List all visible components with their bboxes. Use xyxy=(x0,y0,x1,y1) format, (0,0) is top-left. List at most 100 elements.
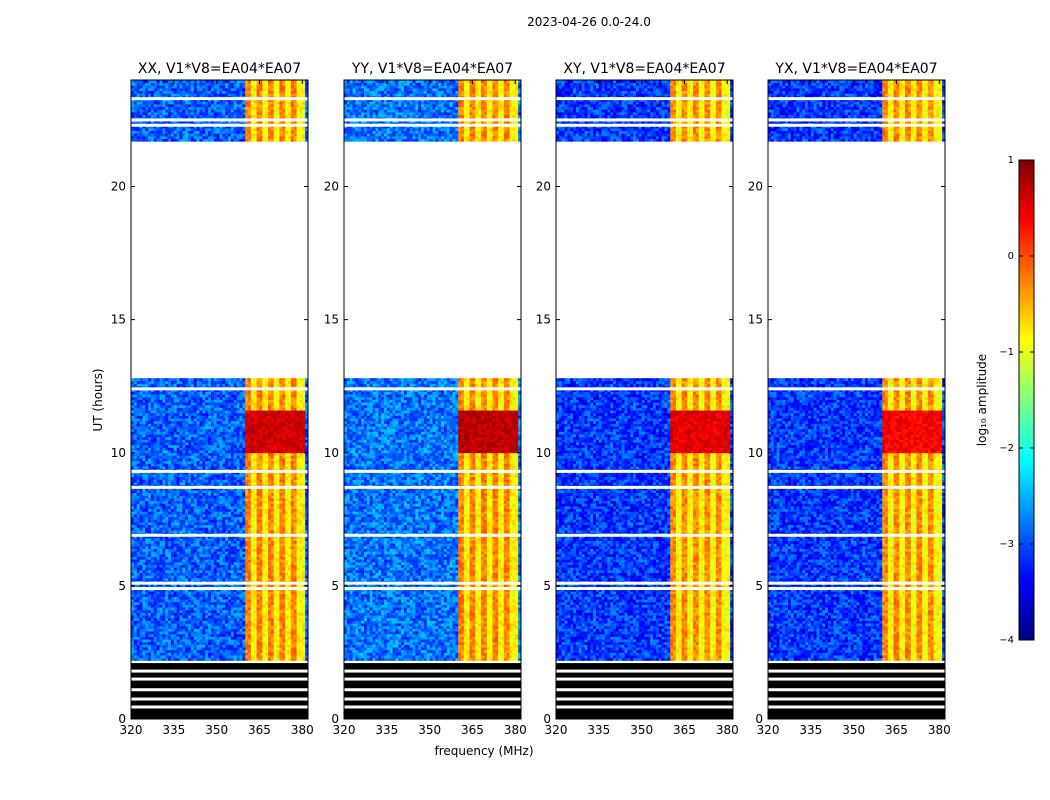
heatmap-cell xyxy=(268,551,272,555)
heatmap-cell xyxy=(182,508,186,512)
heatmap-cell xyxy=(259,655,263,659)
heatmap-cell xyxy=(131,511,135,515)
heatmap-cell xyxy=(150,492,155,496)
heatmap-cell xyxy=(233,596,238,600)
heatmap-cell xyxy=(185,612,189,616)
heatmap-cell xyxy=(179,490,183,494)
heatmap-cell xyxy=(288,527,292,531)
heatmap-cell xyxy=(276,466,280,470)
heatmap-cell xyxy=(248,572,252,576)
heatmap-cell xyxy=(228,537,232,542)
heatmap-cell xyxy=(288,508,292,512)
heatmap-cell xyxy=(230,460,235,464)
heatmap-cell xyxy=(302,458,306,462)
heatmap-cell xyxy=(153,577,158,581)
heatmap-cell xyxy=(139,524,143,528)
heatmap-cell xyxy=(185,450,189,454)
heatmap-cell xyxy=(282,460,286,464)
heatmap-cell xyxy=(250,511,255,515)
heatmap-cell xyxy=(248,524,252,528)
heatmap-cell xyxy=(256,556,260,560)
heatmap-cell xyxy=(293,447,297,451)
heatmap-cell xyxy=(236,535,240,539)
heatmap-cell xyxy=(148,577,152,581)
heatmap-cell xyxy=(222,508,226,512)
heatmap-cell xyxy=(133,601,138,605)
heatmap-cell xyxy=(213,607,218,611)
heatmap-cell xyxy=(290,545,295,549)
heatmap-cell xyxy=(199,458,203,462)
heatmap-cell xyxy=(131,564,135,568)
heatmap-cell xyxy=(131,513,135,518)
heatmap-cell xyxy=(230,591,235,595)
heatmap-cell xyxy=(193,561,198,565)
heatmap-cell xyxy=(176,447,180,451)
heatmap-cell xyxy=(210,545,215,549)
heatmap-cell xyxy=(290,529,295,534)
heatmap-cell xyxy=(248,647,252,651)
heatmap-cell xyxy=(156,625,160,629)
heatmap-cell xyxy=(168,548,172,552)
heatmap-cell xyxy=(276,551,280,555)
heatmap-cell xyxy=(225,476,229,480)
heatmap-cell xyxy=(208,564,212,568)
heatmap-cell xyxy=(279,561,283,565)
heatmap-cell xyxy=(245,604,249,608)
heatmap-cell xyxy=(210,474,215,478)
heatmap-cell xyxy=(236,476,240,480)
heatmap-cell xyxy=(139,575,143,579)
heatmap-cell xyxy=(228,577,232,581)
heatmap-cell xyxy=(233,535,238,539)
heatmap-cell xyxy=(145,540,149,544)
flagged-row xyxy=(131,679,308,683)
heatmap-cell xyxy=(279,625,283,629)
heatmap-cell xyxy=(268,636,272,640)
heatmap-cell xyxy=(273,529,277,534)
heatmap-cell xyxy=(156,460,160,464)
heatmap-cell xyxy=(176,564,180,568)
heatmap-cell xyxy=(142,583,146,587)
heatmap-cell xyxy=(248,623,252,627)
heatmap-cell xyxy=(168,535,172,539)
heatmap-cell xyxy=(208,591,212,595)
heatmap-cell xyxy=(202,482,206,486)
heatmap-cell xyxy=(202,593,206,597)
heatmap-cell xyxy=(188,575,192,579)
heatmap-cell xyxy=(239,599,243,603)
heatmap-cell xyxy=(305,556,308,560)
heatmap-cell xyxy=(233,500,238,504)
heatmap-cell xyxy=(305,615,308,619)
heatmap-cell xyxy=(170,636,175,640)
heatmap-cell xyxy=(282,466,286,470)
heatmap-cell xyxy=(302,490,306,494)
heatmap-cell xyxy=(188,529,192,534)
heatmap-cell xyxy=(150,503,155,507)
heatmap-cell xyxy=(173,551,178,555)
heatmap-cell xyxy=(276,458,280,462)
heatmap-cell xyxy=(222,476,226,480)
heatmap-cell xyxy=(305,575,308,579)
heatmap-cell xyxy=(205,636,209,640)
heatmap-cell xyxy=(162,615,166,619)
heatmap-cell xyxy=(225,460,229,464)
heatmap-cell xyxy=(270,604,275,608)
heatmap-cell xyxy=(268,508,272,512)
heatmap-cell xyxy=(265,511,269,515)
heatmap-cell xyxy=(305,479,308,483)
heatmap-cell xyxy=(210,636,215,640)
heatmap-cell xyxy=(236,644,240,648)
heatmap-cell xyxy=(196,492,200,496)
heatmap-cell xyxy=(156,577,160,581)
heatmap-cell xyxy=(270,612,275,616)
heatmap-cell xyxy=(170,476,175,480)
heatmap-cell xyxy=(279,471,283,475)
heatmap-cell xyxy=(219,551,223,555)
heatmap-cell xyxy=(302,511,306,515)
heatmap-cell xyxy=(210,537,215,542)
heatmap-cell xyxy=(148,513,152,518)
heatmap-cell xyxy=(148,596,152,600)
heatmap-cell xyxy=(282,551,286,555)
heatmap-cell xyxy=(239,644,243,648)
heatmap-cell xyxy=(182,476,186,480)
heatmap-cell xyxy=(193,495,198,499)
